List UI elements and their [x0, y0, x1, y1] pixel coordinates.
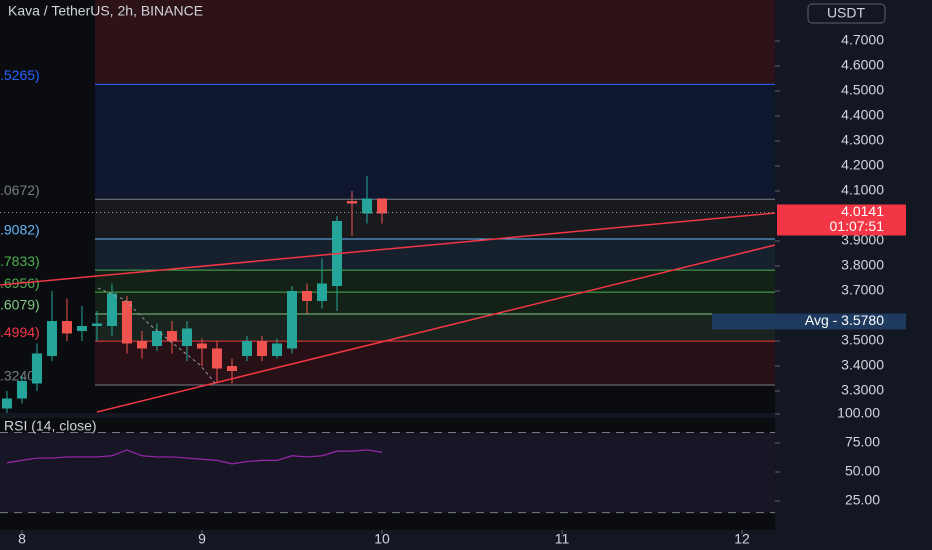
fib-label: .3240) [0, 368, 40, 384]
x-tick-label: 9 [198, 531, 206, 547]
y-tick-label: 3.5000 [841, 332, 884, 348]
x-tick-label: 8 [18, 531, 26, 547]
candle-body [166, 331, 177, 341]
currency-box[interactable] [807, 3, 886, 24]
candle-body [31, 353, 42, 384]
avg-badge [712, 313, 906, 330]
avg-label: Avg - 3.5780 [805, 312, 884, 328]
trend-line [0, 212, 776, 286]
candle-body [181, 328, 192, 346]
rsi-y-tick-label: 25.00 [845, 492, 880, 508]
fib-band [95, 270, 775, 293]
axes-layer: 3.3000 3.4000 3.5000 3.7000 3.8000 3.9000 4.10… [18, 32, 906, 547]
y-tick-label: 4.5000 [841, 82, 884, 98]
rsi-pane [0, 418, 775, 530]
candle-body [151, 331, 162, 346]
y-tick-label: 3.3000 [841, 382, 884, 398]
fib-label: .5265) [0, 67, 40, 83]
rsi-line [6, 449, 383, 465]
fib-band [95, 84, 775, 200]
y-tick-label: 3.7000 [841, 282, 884, 298]
fib-band [95, 314, 775, 342]
fib-top-band [95, 0, 775, 84]
fib-band [95, 341, 775, 385]
candle-body [346, 201, 357, 204]
fib-label: .7833) [0, 253, 40, 269]
x-tick-label: 10 [374, 531, 390, 547]
candle-body [286, 291, 297, 349]
candle-body [76, 326, 87, 331]
y-tick-label: 4.6000 [841, 57, 884, 73]
last-price-badge [777, 204, 906, 236]
fib-label: .4994) [0, 324, 40, 340]
last-price-label: 4.0141 [841, 203, 884, 219]
rsi-title: RSI (14, close) [4, 418, 97, 434]
candle-body [211, 348, 222, 369]
fib-label: .0672) [0, 182, 40, 198]
fib-band [95, 238, 775, 271]
pane-separator [0, 413, 775, 418]
chart-title: Kava / TetherUS, 2h, BINANCE [8, 3, 203, 19]
candle-body [1, 398, 12, 409]
candle-body [317, 283, 328, 301]
fib-label: .6079) [0, 297, 40, 313]
rsi-y-tick-label: 50.00 [845, 463, 880, 479]
candle-body [241, 341, 252, 356]
fib-layer: .5265).0672).9082).7833).6956).6079).499… [0, 67, 775, 386]
y-tick-label: 4.7000 [841, 32, 884, 48]
price-pane [0, 0, 775, 413]
fib-label: .9082) [0, 222, 40, 238]
y-tick-label: 3.4000 [841, 357, 884, 373]
y-tick-label: 3.8000 [841, 257, 884, 273]
rsi-y-tick-label: 75.00 [845, 434, 880, 450]
candle-body [136, 341, 147, 349]
y-tick-label: 4.4000 [841, 107, 884, 123]
candle-body [196, 343, 207, 349]
rsi-y-tick-label: 100.00 [837, 405, 880, 421]
candle-body [272, 343, 283, 356]
trend-line [96, 244, 776, 413]
candle-body [46, 321, 57, 356]
rsi-layer [0, 432, 775, 514]
x-tick-label: 12 [734, 531, 750, 547]
y-tick-label: 4.3000 [841, 132, 884, 148]
candle-body [377, 198, 388, 214]
rsi-band-fill [0, 432, 775, 513]
candle-body [226, 366, 237, 371]
candle-body [121, 301, 132, 344]
fib-band [95, 292, 775, 315]
currency[interactable]: USDT [827, 5, 866, 21]
candle-body [61, 321, 72, 334]
countdown: 01:07:51 [830, 218, 885, 234]
candle-body [106, 293, 117, 326]
candle-body [91, 323, 102, 326]
y-tick-label: 4.1000 [841, 182, 884, 198]
fib-band [95, 199, 775, 239]
x-tick-label: 11 [555, 531, 570, 547]
candle-body [301, 291, 312, 301]
candle-body [16, 381, 27, 399]
candle-body [256, 341, 267, 356]
y-tick-label: 3.9000 [841, 232, 884, 248]
candle-body [362, 198, 373, 214]
zigzag [97, 287, 216, 384]
y-tick-label: 4.2000 [841, 157, 884, 173]
